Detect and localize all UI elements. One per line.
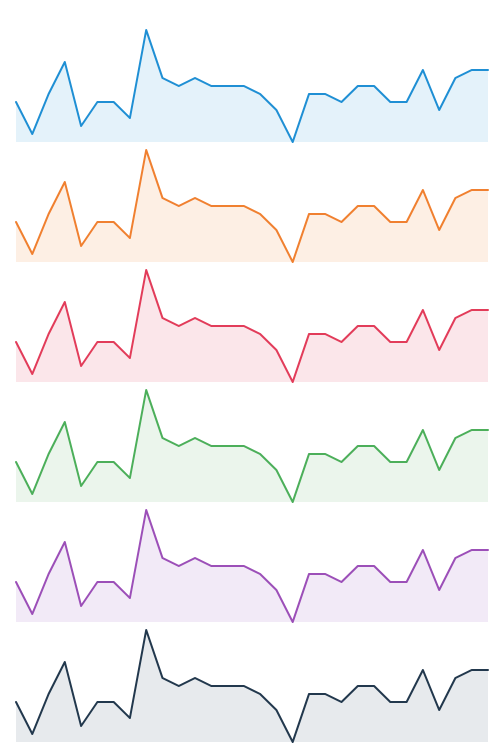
area-fill-2 xyxy=(16,150,488,262)
area-fill-1 xyxy=(16,30,488,142)
series-line-2 xyxy=(15,149,489,263)
area-chart-panel-1 xyxy=(15,29,489,143)
area-fill-4 xyxy=(16,390,488,502)
series-line-3 xyxy=(15,269,489,383)
area-fill-5 xyxy=(16,510,488,622)
area-chart-panel-5 xyxy=(15,509,489,623)
area-chart-panel-2 xyxy=(15,149,489,263)
area-chart-panel-3 xyxy=(15,269,489,383)
area-fill-6 xyxy=(16,630,488,742)
series-line-1 xyxy=(15,29,489,143)
series-line-6 xyxy=(15,629,489,743)
area-fill-3 xyxy=(16,270,488,382)
area-chart-panel-6 xyxy=(15,629,489,743)
area-chart-panel-4 xyxy=(15,389,489,503)
series-line-4 xyxy=(15,389,489,503)
series-line-5 xyxy=(15,509,489,623)
